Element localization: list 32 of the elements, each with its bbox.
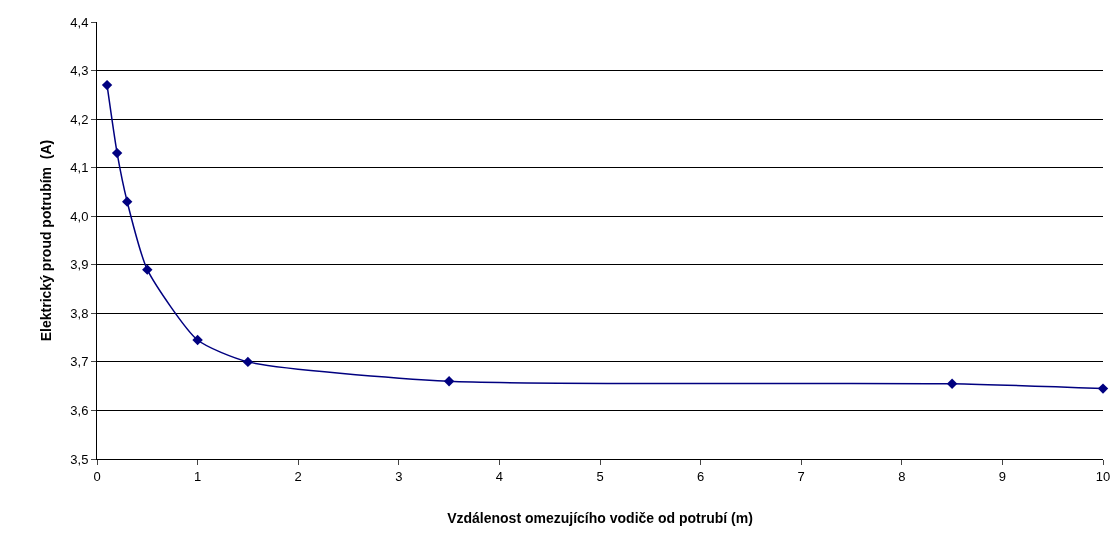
point: [946, 378, 958, 389]
y-tick-label: 3,5: [70, 451, 89, 467]
y-tick-label: 3,7: [70, 354, 89, 370]
point: [192, 334, 203, 346]
y-tick-label: 4,3: [70, 63, 89, 79]
x-tick-label: 7: [797, 468, 805, 484]
y-tick-label: 4,2: [70, 111, 89, 127]
point: [101, 79, 113, 91]
x-tick-label: 0: [93, 468, 101, 484]
x-tick-label: 9: [998, 468, 1007, 484]
x-tick-label: 6: [696, 468, 705, 484]
point: [142, 264, 153, 275]
x-tick-label: 2: [294, 468, 302, 484]
y-tick-label: 4,4: [70, 14, 89, 30]
x-axis-title: Vzdálenost omezujícího vodiče od potrubí (m): [447, 509, 753, 526]
point: [111, 147, 123, 159]
y-tick-label: 3,9: [70, 257, 89, 273]
y-tick-label: 3,6: [70, 402, 89, 418]
point: [1097, 383, 1109, 394]
y-tick-label: 4,0: [70, 208, 89, 224]
point: [121, 196, 133, 207]
y-tick-label: 3,8: [70, 305, 89, 321]
y-axis-title: Elektrický proud potrubím (A): [37, 139, 54, 342]
x-tick-label: 3: [395, 468, 403, 484]
y-tick-label: 4,1: [70, 160, 89, 176]
x-tick-label: 1: [193, 468, 202, 484]
x-tick-label: 5: [596, 468, 604, 484]
x-tick-label: 8: [898, 468, 906, 484]
point: [443, 376, 455, 387]
x-tick-label: 4: [495, 468, 504, 484]
x-tick-label: 10: [1095, 468, 1111, 484]
point: [242, 356, 254, 368]
